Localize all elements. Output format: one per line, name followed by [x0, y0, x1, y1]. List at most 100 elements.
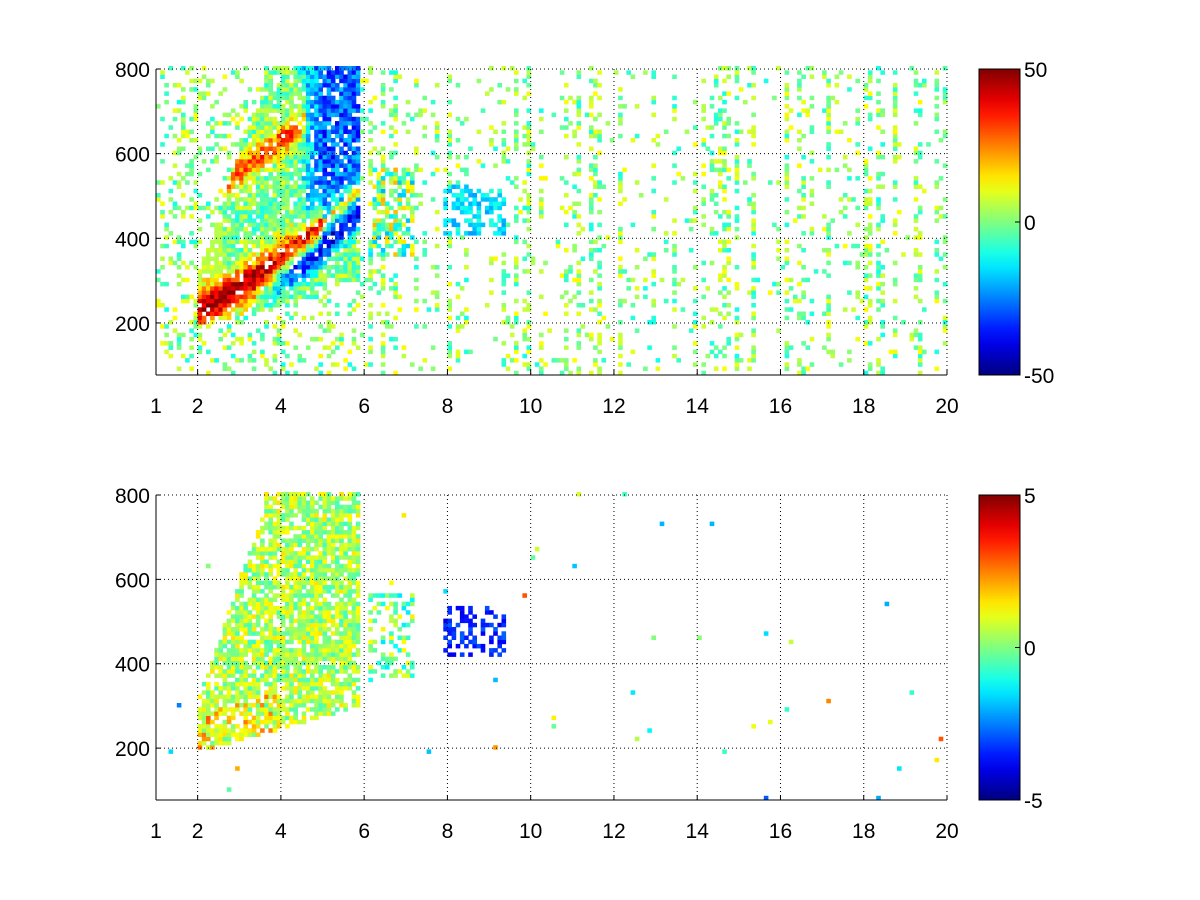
heatmap-cell — [593, 154, 598, 160]
heatmap-cell — [301, 500, 307, 505]
heatmap-cell — [709, 133, 715, 139]
heatmap-cell — [230, 694, 236, 699]
heatmap-cell — [268, 643, 273, 649]
heatmap-cell — [280, 656, 286, 662]
heatmap-cell — [305, 521, 311, 527]
heatmap-cell — [330, 125, 336, 130]
heatmap-cell — [817, 167, 823, 173]
heatmap-cell — [597, 320, 602, 325]
heatmap-cell — [226, 740, 232, 746]
heatmap-cell — [218, 269, 223, 274]
heatmap-cell — [672, 150, 677, 156]
heatmap-cell — [280, 589, 286, 594]
heatmap-cell — [447, 231, 452, 236]
heatmap-cell — [314, 176, 319, 181]
heatmap-cell — [322, 677, 328, 683]
heatmap-cell — [251, 593, 257, 598]
heatmap-cell — [393, 273, 398, 278]
heatmap-cell — [297, 618, 303, 624]
heatmap-cell — [738, 129, 744, 134]
heatmap-cell — [264, 580, 269, 586]
heatmap-cell — [268, 121, 273, 126]
heatmap-cell — [447, 303, 452, 308]
heatmap-cell — [593, 83, 598, 88]
heatmap-cell — [726, 133, 731, 139]
heatmap-cell — [264, 622, 269, 628]
heatmap-cell — [401, 222, 407, 228]
heatmap-cell — [314, 66, 319, 71]
heatmap-cell — [280, 669, 286, 674]
heatmap-cell — [226, 315, 232, 321]
heatmap-cell — [314, 525, 319, 531]
heatmap-cell — [801, 193, 806, 198]
heatmap-cell — [589, 370, 594, 376]
heatmap-cell — [576, 290, 582, 295]
heatmap-cell — [255, 530, 261, 535]
heatmap-cell — [210, 294, 215, 300]
heatmap-cell — [634, 180, 640, 185]
heatmap-cell — [301, 597, 307, 602]
heatmap-cell — [280, 652, 286, 657]
heatmap-cell — [293, 78, 298, 84]
heatmap-cell — [526, 320, 532, 325]
heatmap-cell — [197, 728, 203, 733]
heatmap-cell — [314, 116, 319, 122]
heatmap-cell — [476, 201, 482, 206]
heatmap-cell — [389, 150, 394, 156]
heatmap-cell — [880, 290, 885, 295]
heatmap-cell — [842, 205, 848, 211]
heatmap-cell — [280, 205, 286, 211]
heatmap-cell — [243, 239, 248, 245]
heatmap-cell — [318, 525, 323, 531]
heatmap-cell — [206, 673, 211, 678]
heatmap-cell — [734, 176, 740, 181]
heatmap-cell — [593, 116, 598, 122]
heatmap-cell — [189, 366, 194, 371]
heatmap-cell — [230, 673, 236, 678]
y-tick-label: 800 — [115, 59, 150, 82]
heatmap-cell — [593, 358, 598, 363]
heatmap-cell — [447, 281, 452, 287]
heatmap-cell — [493, 231, 498, 236]
heatmap-cell — [226, 652, 232, 657]
heatmap-cell — [589, 112, 594, 118]
heatmap-cell — [526, 74, 532, 79]
heatmap-cell — [876, 184, 881, 189]
heatmap-cell — [235, 171, 240, 177]
heatmap-cell — [255, 205, 261, 211]
heatmap-cell — [901, 252, 906, 257]
heatmap-cell — [310, 176, 315, 181]
heatmap-cell — [322, 584, 328, 590]
heatmap-cell — [722, 99, 727, 105]
heatmap-cell — [339, 648, 344, 653]
heatmap-cell — [343, 150, 348, 156]
heatmap-cell — [855, 108, 860, 113]
heatmap-cell — [276, 517, 282, 522]
heatmap-cell — [339, 74, 344, 79]
heatmap-cell — [310, 563, 315, 569]
heatmap-cell — [164, 243, 169, 249]
heatmap-cell — [297, 610, 303, 615]
heatmap-cell — [355, 116, 361, 122]
heatmap-cell — [297, 214, 303, 219]
heatmap-cell — [285, 627, 290, 632]
heatmap-cell — [301, 201, 307, 206]
heatmap-cell — [226, 698, 232, 704]
heatmap-cell — [276, 87, 282, 92]
heatmap-cell — [597, 286, 602, 291]
heatmap-cell — [260, 231, 265, 236]
heatmap-cell — [472, 193, 477, 198]
heatmap-cell — [605, 324, 611, 329]
heatmap-cell — [255, 614, 261, 619]
heatmap-cell — [268, 690, 273, 695]
heatmap-cell — [326, 239, 332, 245]
heatmap-cell — [268, 209, 273, 215]
heatmap-cell — [264, 546, 269, 552]
heatmap-cell — [297, 542, 303, 548]
heatmap-cell — [239, 184, 244, 189]
heatmap-cell — [226, 239, 232, 245]
heatmap-cell — [243, 665, 248, 670]
heatmap-cell — [193, 78, 199, 84]
heatmap-cell — [268, 235, 273, 240]
heatmap-cell — [459, 209, 465, 215]
